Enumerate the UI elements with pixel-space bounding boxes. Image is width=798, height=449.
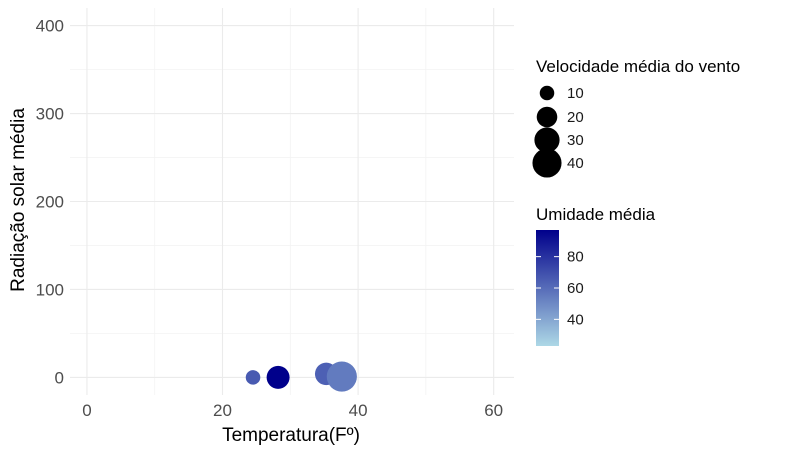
x-tick-label: 60 [484,401,503,420]
colorbar-label: 40 [567,311,584,328]
x-tick-label: 0 [82,401,91,420]
x-tick-label: 40 [349,401,368,420]
y-tick-label: 200 [36,193,64,212]
data-point [326,361,357,392]
x-tick-label: 20 [213,401,232,420]
y-axis-ticks: 0 100 200 300 400 [36,17,64,388]
size-legend-key [534,127,560,153]
color-legend-title: Umidade média [536,205,656,224]
x-axis-ticks: 0 20 40 60 [82,401,503,420]
size-legend-label: 30 [567,132,584,149]
size-legend-key [532,148,562,178]
size-legend: Velocidade média do vento 10 20 30 40 [532,57,740,178]
size-legend-key [536,106,558,128]
data-point [245,370,261,385]
size-legend-label: 20 [567,109,584,126]
color-legend: Umidade média 40 60 80 [536,205,656,346]
size-legend-key [539,85,555,101]
size-legend-title: Velocidade média do vento [536,57,740,76]
size-legend-label: 40 [567,155,584,172]
colorbar [536,230,559,346]
size-legend-label: 10 [567,85,584,102]
data-point [266,365,290,389]
data-points [245,361,357,392]
y-tick-label: 400 [36,17,64,36]
x-axis-title: Temperatura(Fº) [222,425,360,446]
y-tick-label: 100 [36,280,64,299]
y-tick-label: 300 [36,105,64,124]
y-tick-label: 0 [55,368,64,387]
colorbar-label: 80 [567,249,584,266]
grid [70,8,514,395]
colorbar-label: 60 [567,280,584,297]
y-axis-title: Radiação solar média [8,108,29,292]
